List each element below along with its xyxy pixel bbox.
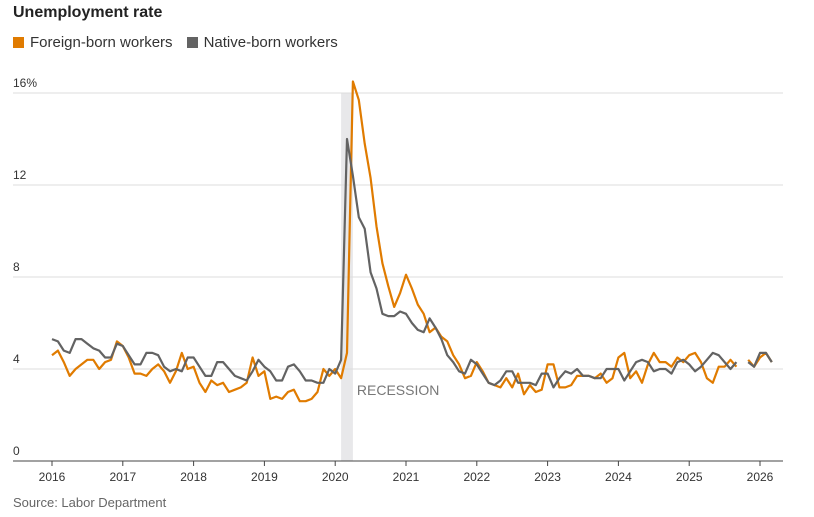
series-line-foreign-born [51, 80, 773, 403]
x-tick-label: 2018 [180, 470, 207, 484]
x-tick-label: 2021 [393, 470, 420, 484]
y-tick-label: 12 [13, 168, 27, 182]
legend-item-foreign: Foreign-born workers [13, 34, 173, 51]
chart-title: Unemployment rate [13, 4, 163, 21]
legend-item-native: Native-born workers [186, 34, 338, 51]
x-tick-label: 2022 [463, 470, 490, 484]
x-tick-label: 2024 [605, 470, 632, 484]
y-tick-label: 0 [13, 444, 20, 458]
x-tick-label: 2020 [322, 470, 349, 484]
legend-label-native: Native-born workers [203, 34, 338, 51]
x-tick-label: 2026 [747, 470, 774, 484]
x-tick-label: 2025 [676, 470, 703, 484]
x-tick-label: 2023 [534, 470, 561, 484]
x-tick-label: 2017 [109, 470, 136, 484]
series-line-native-born [51, 137, 773, 389]
legend-swatch-foreign [13, 37, 24, 48]
legend-swatch-native [186, 37, 198, 48]
legend: Foreign-born workers Native-born workers [13, 34, 338, 51]
x-tick-label: 2019 [251, 470, 278, 484]
recession-label: RECESSION [357, 382, 439, 398]
y-tick-label: 16% [13, 76, 37, 90]
x-tick-label: 2016 [39, 470, 66, 484]
y-tick-label: 8 [13, 260, 20, 274]
legend-label-foreign: Foreign-born workers [30, 34, 173, 51]
source-note: Source: Labor Department [13, 495, 167, 510]
y-tick-label: 4 [13, 352, 20, 366]
